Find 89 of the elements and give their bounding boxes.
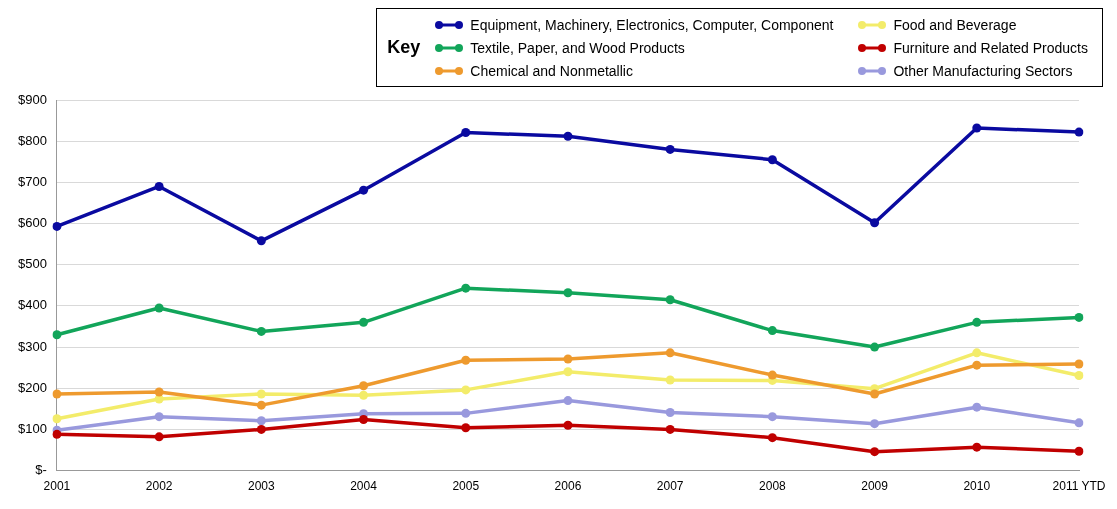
point [563, 131, 573, 141]
point [461, 408, 471, 418]
point [870, 419, 880, 429]
legend-label: Chemical and Nonmetallic [470, 62, 633, 79]
point [767, 370, 777, 380]
point [52, 414, 62, 424]
point [1074, 312, 1084, 322]
y-tick-label: $200 [18, 379, 47, 395]
point [52, 389, 62, 399]
point [461, 355, 471, 365]
x-tick-label: 2003 [247, 479, 276, 494]
point [972, 317, 982, 327]
point [52, 330, 62, 340]
point [870, 218, 880, 228]
x-tick-label: 2004 [350, 479, 378, 494]
point [461, 385, 471, 395]
point [1074, 446, 1084, 456]
x-tick-label: 2005 [452, 479, 480, 494]
legend-label: Textile, Paper, and Wood Products [470, 39, 685, 56]
legend-label: Other Manufacturing Sectors [893, 62, 1073, 79]
point [767, 155, 777, 165]
y-tick-label: $700 [18, 173, 47, 189]
point [154, 181, 164, 191]
legend-label: Furniture and Related Products [893, 39, 1088, 56]
point [359, 390, 369, 400]
point [563, 288, 573, 298]
legend-label: Equipment, Machinery, Electronics, Computer, Component [470, 16, 834, 33]
point [665, 348, 675, 358]
point [870, 342, 880, 352]
point [972, 360, 982, 370]
point [665, 295, 675, 305]
x-tick-label: 2006 [554, 479, 582, 494]
point [359, 415, 369, 425]
point [972, 123, 982, 133]
legend-label: Food and Beverage [893, 16, 1017, 33]
point [154, 387, 164, 397]
point [52, 429, 62, 439]
y-tick-label: $- [35, 462, 47, 478]
x-tick-label: 2009 [861, 479, 889, 494]
y-tick-label: $600 [18, 215, 47, 231]
point [1074, 127, 1084, 137]
y-tick-label: $500 [18, 256, 47, 272]
point [359, 317, 369, 327]
point [154, 303, 164, 313]
point [665, 144, 675, 154]
point [563, 367, 573, 377]
point [767, 326, 777, 336]
point [665, 408, 675, 418]
point [767, 412, 777, 422]
y-tick-label: $100 [18, 421, 47, 436]
point [359, 381, 369, 391]
point [1074, 359, 1084, 369]
point [52, 221, 62, 231]
x-tick-label: 2001 [43, 479, 71, 494]
point [256, 326, 266, 336]
point [767, 433, 777, 443]
point [870, 389, 880, 399]
x-tick-label: 2008 [759, 479, 787, 494]
point [154, 432, 164, 442]
point [154, 412, 164, 422]
x-tick-label: 2007 [656, 479, 684, 494]
point [972, 442, 982, 452]
point [1074, 418, 1084, 428]
x-tick-label: 2002 [145, 479, 173, 494]
y-tick-label: $900 [18, 91, 47, 107]
point [870, 447, 880, 457]
point [359, 185, 369, 195]
point [461, 423, 471, 433]
point [665, 375, 675, 385]
point [256, 400, 266, 410]
point [972, 348, 982, 358]
legend-title: Key [387, 37, 421, 58]
point [256, 236, 266, 246]
x-tick-label: 2011 YTD [1052, 479, 1106, 494]
point [563, 420, 573, 430]
y-tick-label: $400 [18, 297, 47, 313]
point [563, 396, 573, 406]
point [665, 424, 675, 434]
y-tick-label: $300 [18, 338, 47, 354]
y-tick-label: $800 [18, 132, 47, 148]
x-tick-label: 2010 [963, 479, 991, 494]
point [461, 283, 471, 293]
point [256, 389, 266, 399]
point [972, 402, 982, 412]
point [256, 416, 266, 426]
point [1074, 370, 1084, 380]
point [563, 354, 573, 364]
point [256, 424, 266, 434]
point [461, 128, 471, 138]
